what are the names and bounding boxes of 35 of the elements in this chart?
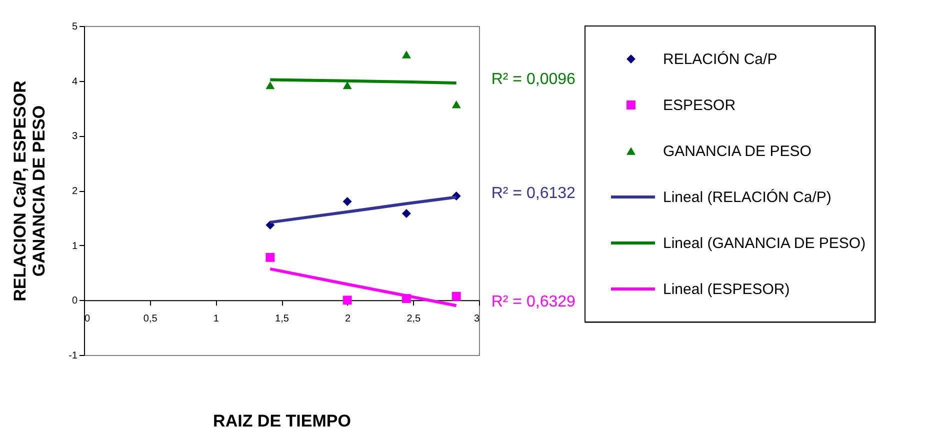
point xyxy=(402,50,411,58)
x-tick-label: 2,5 xyxy=(406,314,422,325)
x-tick-label: 0 xyxy=(84,314,90,325)
legend-label: Lineal (RELACIÓN Ca/P) xyxy=(663,188,832,206)
y-tick-label: -1 xyxy=(68,350,78,362)
point xyxy=(342,196,352,206)
y-axis-title: RELACION Ca/P, ESPESOR GANANCIA DE PESO xyxy=(10,80,49,302)
legend-label: Lineal (GANANCIA DE PESO) xyxy=(663,235,866,252)
legend-label: RELACIÓN Ca/P xyxy=(663,50,778,68)
point xyxy=(342,296,352,305)
legend-label: ESPESOR xyxy=(663,97,736,114)
legend-label: GANANCIA DE PESO xyxy=(663,143,812,160)
y-tick-label: 4 xyxy=(72,76,78,88)
y-tick-label: 3 xyxy=(72,131,78,142)
text: R² = 0,0096 xyxy=(491,71,576,88)
x-tick-label: 3 xyxy=(474,314,480,325)
x-tick-label: 0,5 xyxy=(143,314,158,325)
y-tick-label: 5 xyxy=(72,22,78,32)
point xyxy=(266,252,275,262)
point xyxy=(402,209,411,218)
x-tick-label: 2 xyxy=(345,314,352,325)
x-axis-title: RAIZ DE TIEMPO xyxy=(213,412,351,430)
point xyxy=(452,292,461,301)
point xyxy=(266,81,275,90)
point xyxy=(452,100,461,108)
x-tick-label: 1 xyxy=(213,314,220,325)
line-series xyxy=(268,267,458,308)
y-tick-label: 1 xyxy=(72,240,78,252)
y-tick-label: 0 xyxy=(72,296,78,307)
point xyxy=(342,81,352,90)
legend-label: Lineal (ESPESOR) xyxy=(663,281,790,298)
x-tick-label: 1,5 xyxy=(275,314,290,325)
text: R² = 0,6329 xyxy=(491,294,576,311)
text: R² = 0,6132 xyxy=(491,185,576,202)
y-tick-label: 2 xyxy=(72,186,78,197)
